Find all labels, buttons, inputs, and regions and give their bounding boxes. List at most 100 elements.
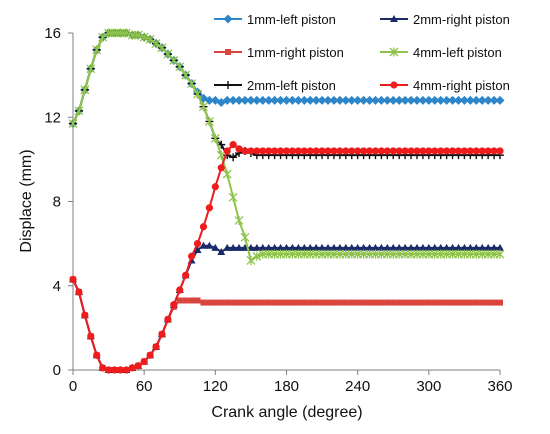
data-point xyxy=(473,299,480,306)
data-point xyxy=(479,299,486,306)
legend-marker xyxy=(224,81,232,89)
data-point xyxy=(276,95,286,105)
data-point xyxy=(471,95,481,105)
data-point xyxy=(372,299,379,306)
data-point xyxy=(182,271,190,279)
data-point xyxy=(176,286,184,294)
data-point xyxy=(306,147,314,155)
data-point xyxy=(496,243,504,251)
data-point xyxy=(412,243,421,251)
data-point xyxy=(336,147,344,155)
data-point xyxy=(252,251,262,261)
data-point xyxy=(205,204,214,212)
data-point xyxy=(240,232,250,242)
data-point xyxy=(235,243,244,251)
data-point xyxy=(425,147,433,155)
legend-item: 1mm-right piston xyxy=(214,45,344,60)
data-point xyxy=(193,240,202,248)
data-point xyxy=(461,299,468,306)
data-point xyxy=(491,299,498,306)
data-point xyxy=(430,243,439,251)
data-point xyxy=(376,95,386,105)
data-point xyxy=(69,275,77,284)
x-tick-label: 300 xyxy=(416,378,441,395)
data-point xyxy=(282,243,291,251)
data-point xyxy=(223,243,232,251)
data-point xyxy=(277,299,284,306)
data-point xyxy=(152,343,160,351)
data-point xyxy=(401,147,409,155)
legend-item: 2mm-right piston xyxy=(380,12,510,27)
data-point xyxy=(348,299,355,306)
data-point xyxy=(295,299,302,306)
data-point xyxy=(465,95,475,105)
data-point xyxy=(329,95,339,105)
data-point xyxy=(200,299,207,306)
data-point xyxy=(448,147,457,155)
data-point xyxy=(288,243,297,251)
data-point xyxy=(81,311,89,319)
data-point xyxy=(413,147,421,155)
data-point xyxy=(145,34,155,44)
data-point xyxy=(270,95,280,105)
data-point xyxy=(366,299,373,306)
data-point xyxy=(211,243,220,251)
data-point xyxy=(396,299,403,306)
data-point xyxy=(443,147,451,155)
data-point xyxy=(217,248,226,256)
data-point xyxy=(490,243,499,251)
y-tick-label: 12 xyxy=(44,109,61,126)
data-point xyxy=(467,299,474,306)
data-point xyxy=(294,243,303,251)
data-point xyxy=(265,299,272,306)
data-point xyxy=(223,147,231,155)
data-point xyxy=(336,299,343,306)
data-point xyxy=(419,147,427,155)
data-point xyxy=(99,364,107,372)
data-point xyxy=(240,95,250,105)
data-point xyxy=(236,299,243,306)
x-tick-label: 60 xyxy=(136,378,153,395)
data-point xyxy=(104,366,113,374)
data-point xyxy=(371,243,380,251)
data-point xyxy=(395,147,403,155)
data-point xyxy=(264,95,274,105)
data-point xyxy=(282,95,291,105)
data-point xyxy=(228,95,238,105)
data-point xyxy=(478,243,487,251)
data-point xyxy=(496,147,504,155)
data-point xyxy=(431,147,439,155)
data-point xyxy=(247,299,254,306)
data-point xyxy=(347,95,357,105)
data-point xyxy=(282,147,291,155)
data-point xyxy=(460,147,469,155)
data-point xyxy=(472,147,480,155)
data-point xyxy=(199,241,208,249)
data-point xyxy=(454,147,463,155)
x-tick-label: 360 xyxy=(487,378,512,395)
data-point xyxy=(317,95,327,105)
data-point xyxy=(246,95,256,105)
data-point xyxy=(276,243,285,251)
data-point xyxy=(341,243,350,251)
data-point xyxy=(259,147,267,155)
data-point xyxy=(151,39,161,49)
data-point xyxy=(477,95,487,105)
data-point xyxy=(388,95,398,105)
data-point xyxy=(294,147,302,155)
data-point xyxy=(313,299,320,306)
data-point xyxy=(253,299,260,306)
data-point xyxy=(299,95,309,105)
data-point xyxy=(360,299,367,306)
data-point xyxy=(212,299,219,306)
legend-marker xyxy=(389,47,399,57)
data-point xyxy=(133,30,143,40)
data-point xyxy=(224,299,231,306)
data-point xyxy=(205,241,214,249)
data-point xyxy=(354,147,362,155)
x-tick-label: 120 xyxy=(203,378,228,395)
data-point xyxy=(323,95,333,105)
data-point xyxy=(74,106,84,116)
legend-item: 4mm-right piston xyxy=(380,78,510,93)
